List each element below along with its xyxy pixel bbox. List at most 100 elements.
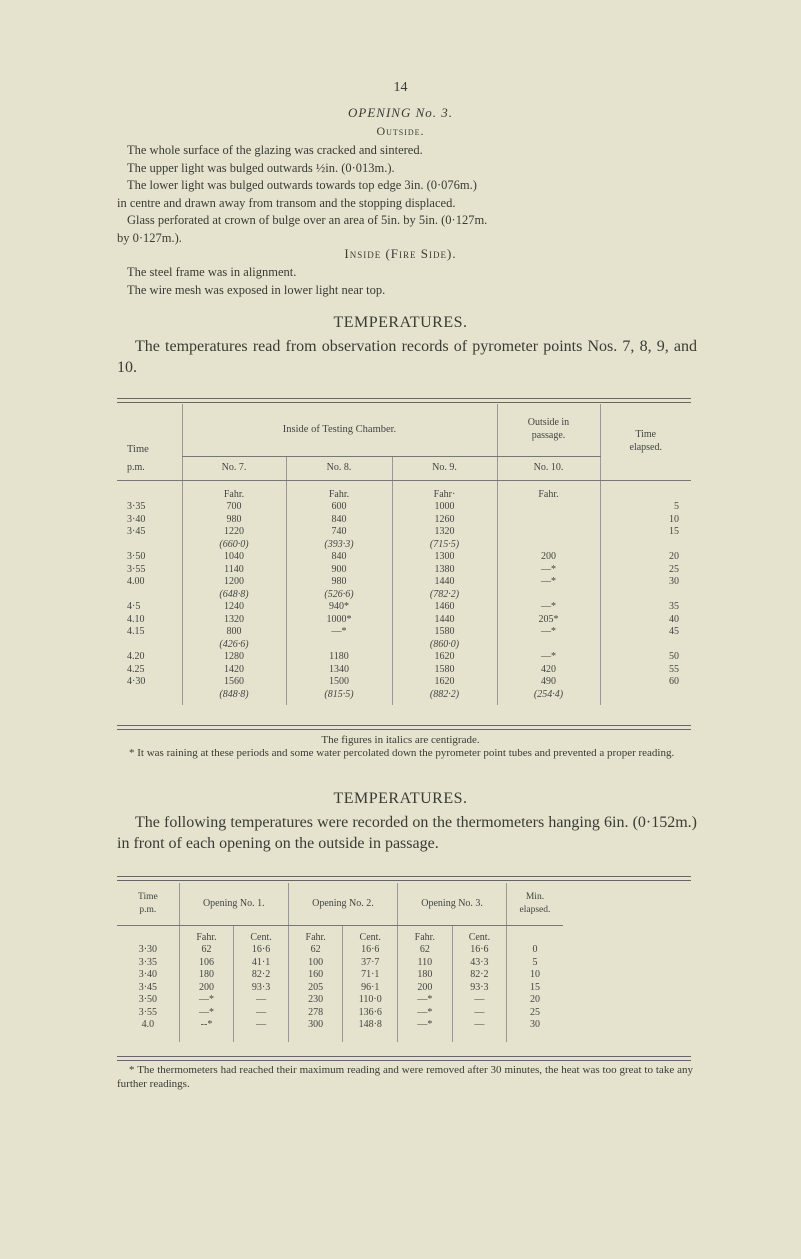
reading-cell: (715·5) <box>391 538 497 551</box>
table-row: 3·40 180 82·2 160 71·1 180 82·2 10 <box>117 969 691 982</box>
table-rule <box>117 1056 691 1061</box>
reading-cell: 148·8 <box>342 1019 398 1032</box>
reading-cell: 82·2 <box>233 969 289 982</box>
time-cell <box>117 689 182 702</box>
table-row: (426·6) (860·0) <box>117 638 691 652</box>
header-time-elapsed: Time elapsed. <box>599 404 691 481</box>
reading-cell: 1340 <box>285 663 392 676</box>
elapsed-cell: 50 <box>599 651 691 664</box>
reading-cell: — <box>233 1019 289 1032</box>
reading-cell: 278 <box>287 1006 343 1019</box>
reading-cell: —* <box>178 994 234 1007</box>
reading-cell: 82·2 <box>451 969 507 982</box>
reading-cell: 900 <box>285 563 392 576</box>
elapsed-cell: 5 <box>506 956 563 969</box>
reading-cell: 230 <box>287 994 343 1007</box>
table-row: 3·45 1220 740 1320 15 <box>117 526 691 539</box>
time-cell: 4.25 <box>127 663 145 675</box>
time-cell: 3·45 <box>127 526 146 537</box>
temperatures-intro-2: The following temperatures were recorded… <box>117 812 697 854</box>
reading-cell: 96·1 <box>342 981 398 994</box>
table-row: 3·40 980 840 1260 10 <box>117 513 691 526</box>
header-outside-passage: Outside in passage. <box>496 404 600 457</box>
time-cell: 3·55 <box>127 563 146 575</box>
reading-cell: (860·0) <box>391 638 497 651</box>
time-cell <box>117 539 182 552</box>
elapsed-cell: 25 <box>506 1006 563 1019</box>
reading-cell: (648·8) <box>181 588 286 601</box>
reading-cell: 62 <box>397 944 453 957</box>
reading-cell: 205 <box>287 981 343 994</box>
elapsed-cell: 20 <box>506 994 563 1007</box>
thermometer-table: Time p.m. Opening No. 1. Opening No. 2. … <box>117 883 691 1042</box>
reading-cell: 700 <box>181 501 286 514</box>
reading-cell: --* <box>178 1019 234 1032</box>
reading-cell: 1320 <box>181 613 286 626</box>
intro-text: The temperatures read from observation r… <box>117 338 697 376</box>
outside-line: The whole surface of the glazing was cra… <box>127 143 423 157</box>
table-rule <box>117 725 691 730</box>
reading-cell: 71·1 <box>342 969 398 982</box>
outside-line: The lower light was bulged outwards towa… <box>127 178 477 192</box>
reading-cell: 106 <box>178 956 234 969</box>
page-number: 14 <box>393 80 408 95</box>
reading-cell <box>496 501 600 514</box>
reading-cell: 41·1 <box>233 956 289 969</box>
reading-cell: (526·6) <box>285 588 392 601</box>
reading-cell: 980 <box>181 513 286 526</box>
reading-cell <box>496 638 600 651</box>
temperatures-intro-1: The temperatures read from observation r… <box>117 336 697 378</box>
time-cell: 4·30 <box>127 676 146 687</box>
table-row: 3·55 —* —278 136·6 —* —25 <box>117 1006 691 1019</box>
reading-cell: — <box>451 1019 507 1032</box>
outside-line: by 0·127m.). <box>117 230 182 245</box>
outside-heading: Outside. <box>376 124 425 138</box>
reading-cell: 980 <box>285 576 392 589</box>
elapsed-cell: 40 <box>599 613 691 626</box>
footnote-2: * The thermometers had reached their max… <box>117 1064 693 1090</box>
table-row: 4.15 800 —* 1580 —* 45 <box>117 626 691 639</box>
table-row: 4.10 1320 1000* 1440 205* 40 <box>117 613 691 626</box>
header-inside-chamber: Inside of Testing Chamber. <box>181 404 497 457</box>
elapsed-cell: 5 <box>599 501 691 514</box>
reading-cell: 200 <box>178 981 234 994</box>
table-rule <box>117 398 691 403</box>
reading-cell: 1280 <box>181 651 286 664</box>
reading-cell: (848·8) <box>181 688 286 701</box>
reading-cell: 16·6 <box>451 944 507 957</box>
elapsed-cell <box>599 638 691 651</box>
reading-cell: —* <box>496 576 600 589</box>
reading-cell: 200 <box>496 551 600 564</box>
reading-cell: 160 <box>287 969 343 982</box>
header-no-8: No. 8. <box>285 456 392 481</box>
time-cell: 4.20 <box>127 651 145 662</box>
reading-cell: —* <box>496 563 600 576</box>
elapsed-cell: 10 <box>599 513 691 526</box>
table-row <box>117 701 691 705</box>
table-row: (848·8) (815·5) (882·2) (254·4) <box>117 688 691 702</box>
reading-cell: (254·4) <box>496 688 600 701</box>
reading-cell: 1560 <box>181 676 286 689</box>
reading-cell: 1440 <box>391 613 497 626</box>
unit-label: Cent. <box>451 925 507 944</box>
unit-label: Fahr. <box>181 480 286 501</box>
table-row: 3·35 700 600 1000 5 <box>117 501 691 514</box>
reading-cell <box>285 638 392 651</box>
time-cell <box>117 639 182 652</box>
header-opening-1: Opening No. 1. <box>178 883 289 926</box>
reading-cell: 1200 <box>181 576 286 589</box>
elapsed-cell <box>599 588 691 601</box>
table-row: 3·50 1040 840 1300 200 20 <box>117 551 691 564</box>
reading-cell: — <box>233 994 289 1007</box>
time-cell: 3·40 <box>127 513 146 525</box>
time-cell: 4.00 <box>127 576 145 587</box>
unit-label: Fahr. <box>496 480 600 501</box>
reading-cell: —* <box>178 1006 234 1019</box>
elapsed-cell: 15 <box>506 981 563 994</box>
reading-cell: 180 <box>397 969 453 982</box>
reading-cell: 940* <box>285 601 392 614</box>
header-no-7: No. 7. <box>181 456 286 481</box>
outside-line: in centre and drawn away from transom an… <box>117 195 456 210</box>
reading-cell: 37·7 <box>342 956 398 969</box>
time-cell: 3·55 <box>138 1006 158 1018</box>
